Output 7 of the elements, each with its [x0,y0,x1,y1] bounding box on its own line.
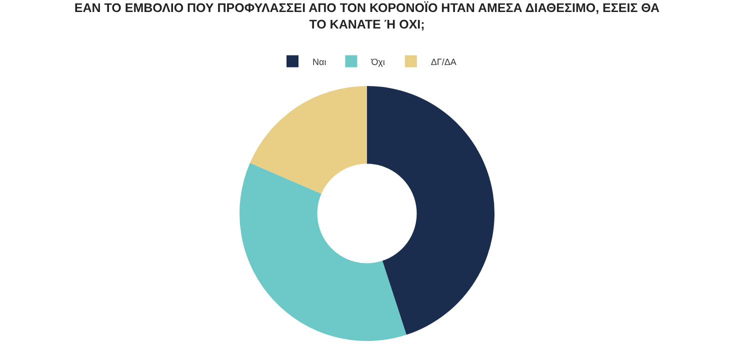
legend-label: ΔΓ/ΔΑ [430,56,456,67]
donut-slice [240,162,406,341]
legend-label: Ναι [312,56,326,67]
donut-slice [250,86,367,194]
legend-label: Όχι [370,56,385,67]
chart-title: ΕΑΝ ΤΟ ΕΜΒΟΛΙΟ ΠΟΥ ΠΡΟΦΥΛΑΣΣΕΙ ΑΠΟ ΤΟΝ ΚΟΡΟΝΟΪΟ ΗΤΑΝ ΑΜΕΣΑ ΔΙΑΘΕΣΙΜΟ, ΕΣΕΙΣ ΘΑ ΤΟ ΚΑΝΑΤΕ Ή ΟΧΙ; [74,1,660,32]
donut-slice [367,86,494,335]
